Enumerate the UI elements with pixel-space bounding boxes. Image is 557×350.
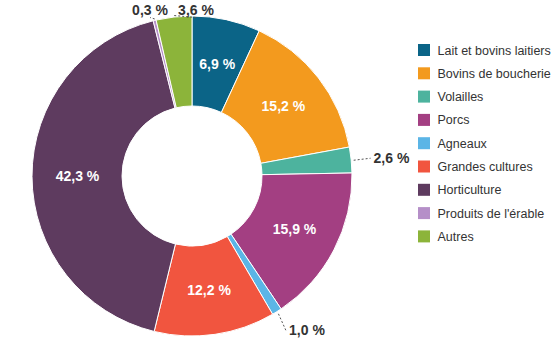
svg-text:Lait et bovins laitiers: Lait et bovins laitiers <box>438 44 551 58</box>
svg-text:Bovins de boucherie: Bovins de boucherie <box>438 67 551 81</box>
svg-text:Porcs: Porcs <box>438 113 470 127</box>
svg-text:1,0 %: 1,0 % <box>289 322 325 338</box>
svg-text:3,6 %: 3,6 % <box>178 2 214 18</box>
svg-text:15,2 %: 15,2 % <box>262 97 306 113</box>
svg-text:0,3 %: 0,3 % <box>132 2 168 18</box>
svg-text:15,9 %: 15,9 % <box>273 221 317 237</box>
svg-text:42,3 %: 42,3 % <box>56 168 100 184</box>
svg-text:Produits de l'érable: Produits de l'érable <box>438 207 545 221</box>
svg-text:Grandes cultures: Grandes cultures <box>438 160 533 174</box>
svg-text:Autres: Autres <box>438 230 474 244</box>
svg-text:2,6 %: 2,6 % <box>374 150 410 166</box>
svg-text:12,2 %: 12,2 % <box>187 282 231 298</box>
svg-text:Horticulture: Horticulture <box>438 183 502 197</box>
svg-text:Volailles: Volailles <box>438 90 484 104</box>
svg-text:Agneaux: Agneaux <box>438 137 488 151</box>
svg-text:6,9 %: 6,9 % <box>199 56 235 72</box>
